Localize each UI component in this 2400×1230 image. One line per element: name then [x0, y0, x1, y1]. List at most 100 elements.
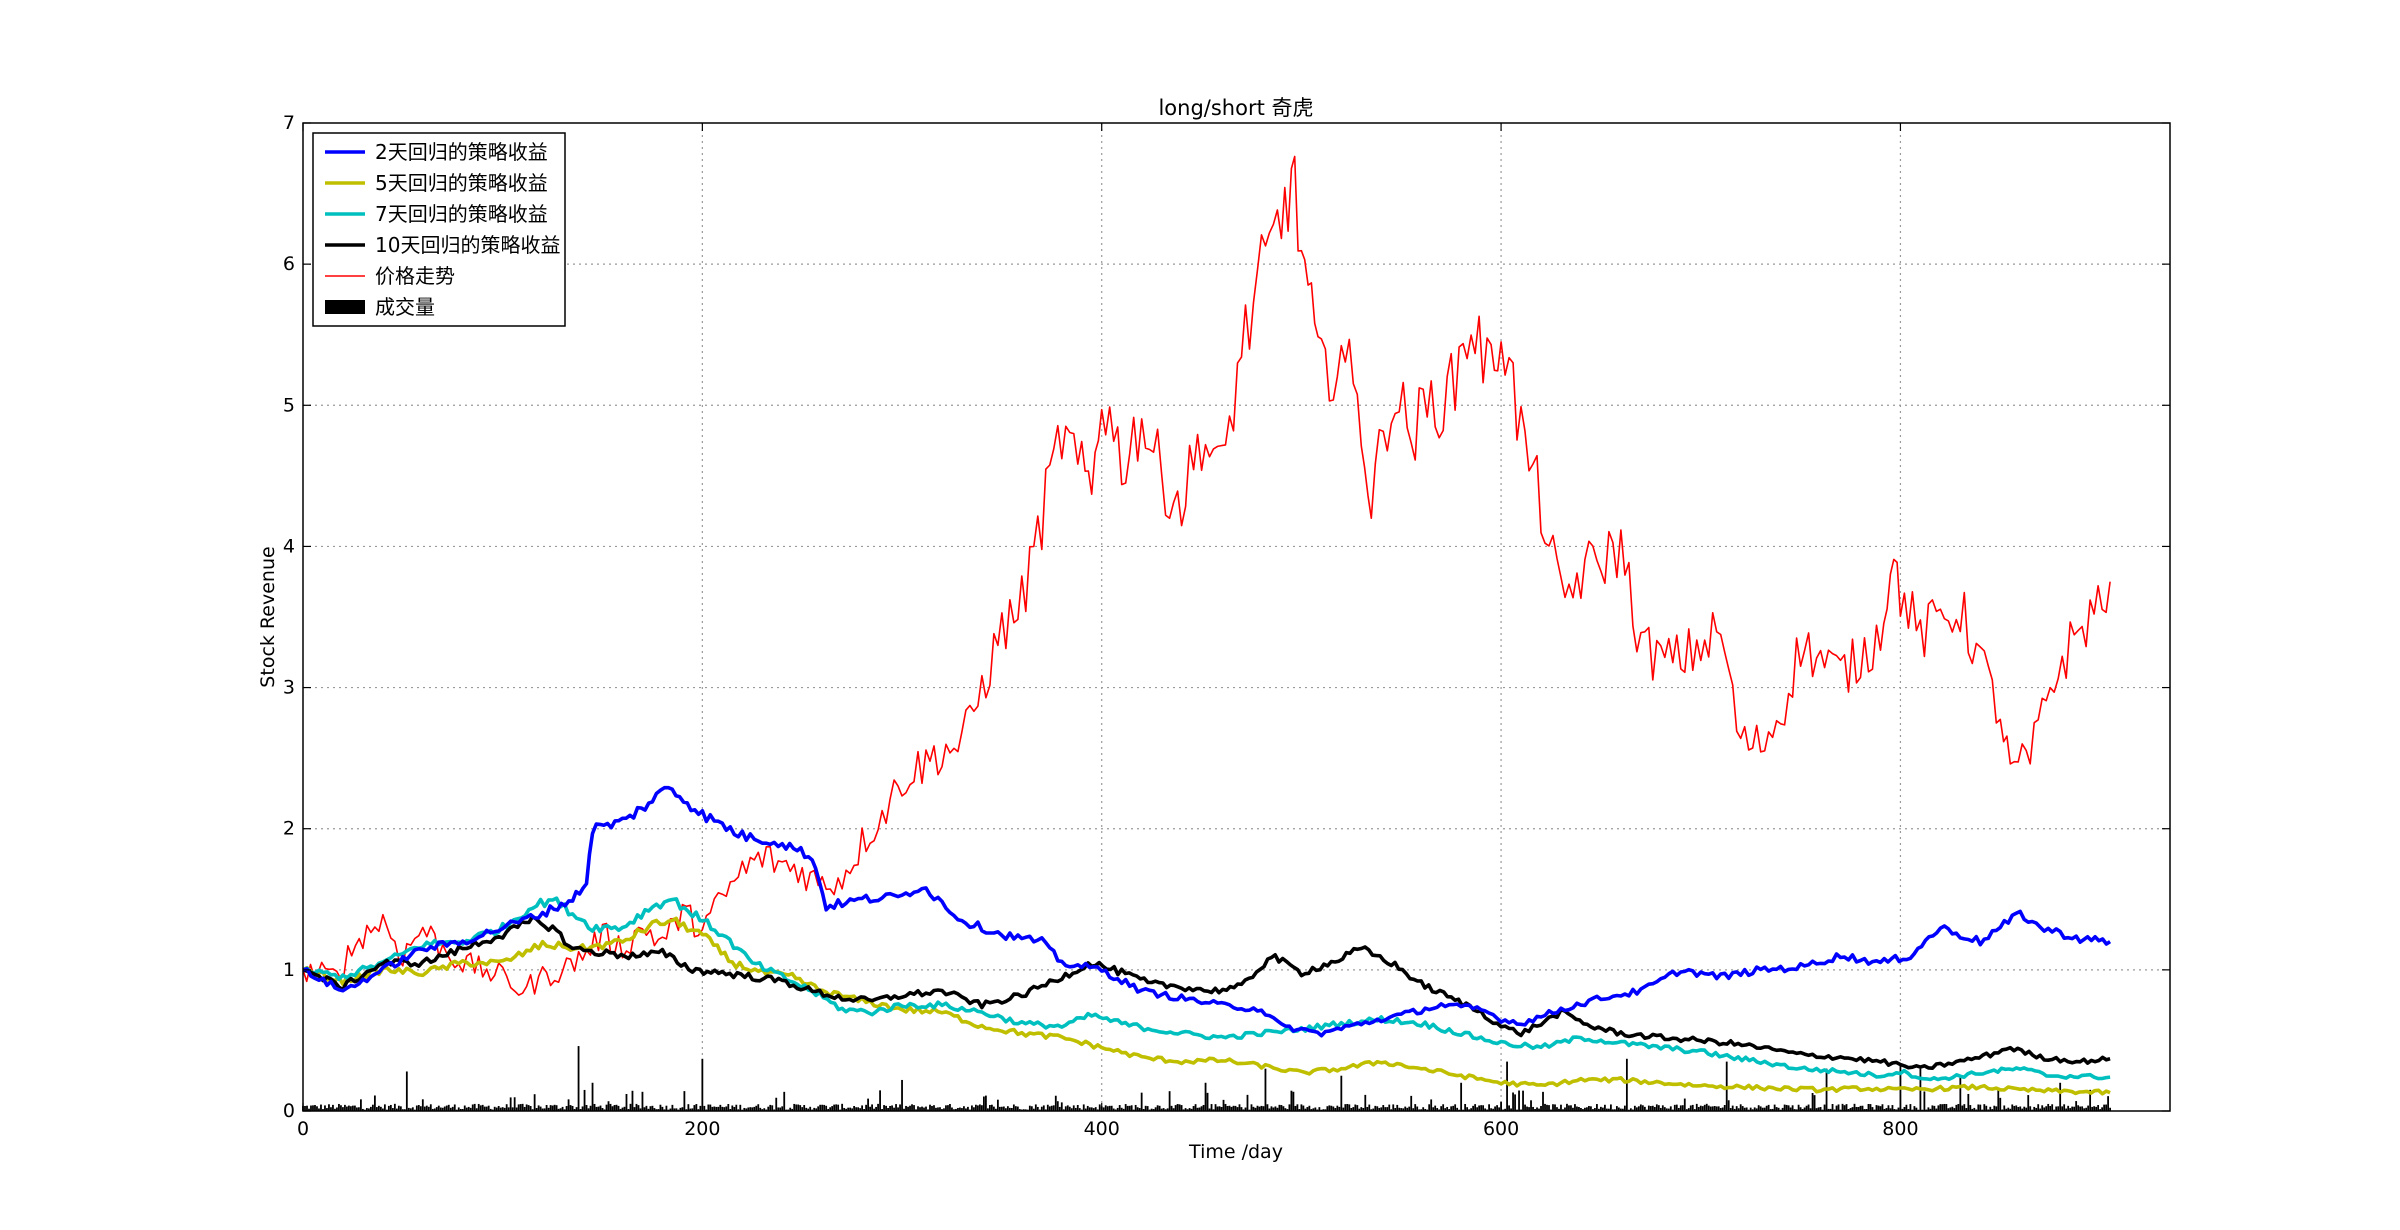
volume-bar: [527, 1105, 530, 1111]
legend-label: 10天回归的策略收益: [375, 233, 560, 257]
volume-bar: [1949, 1107, 1952, 1111]
volume-bar: [1156, 1105, 1159, 1111]
volume-bar: [411, 1107, 414, 1111]
volume-bar: [493, 1106, 496, 1111]
volume-bar: [1566, 1103, 1568, 1111]
volume-bar: [1074, 1107, 1077, 1111]
volume-bar: [1374, 1105, 1377, 1111]
volume-bar: [763, 1108, 766, 1111]
volume-bar: [1108, 1105, 1111, 1111]
volume-bar: [1102, 1107, 1105, 1111]
volume-bar: [631, 1090, 634, 1111]
volume-bar: [1633, 1105, 1636, 1111]
volume-bar: [607, 1101, 610, 1111]
volume-bar: [1424, 1108, 1427, 1111]
volume-bar: [1088, 1107, 1091, 1111]
volume-bar: [1372, 1108, 1375, 1111]
legend-box: [312, 132, 566, 327]
volume-bar: [583, 1089, 586, 1111]
volume-bar: [555, 1105, 558, 1111]
volume-bar: [515, 1107, 518, 1111]
volume-bar: [1120, 1107, 1123, 1111]
volume-bar: [629, 1103, 632, 1111]
volume-bar: [2061, 1106, 2064, 1111]
volume-bar: [1408, 1106, 1411, 1111]
volume-bar: [1721, 1107, 1724, 1111]
volume-bar: [1903, 1106, 1906, 1111]
volume-bar: [675, 1108, 678, 1111]
volume-bar: [1166, 1108, 1169, 1111]
volume-bar: [919, 1107, 921, 1111]
volume-bar: [1136, 1107, 1139, 1111]
volume-bar: [1679, 1105, 1682, 1111]
volume-bar: [1392, 1104, 1395, 1111]
volume-bar: [397, 1105, 400, 1111]
volume-bar: [1170, 1105, 1173, 1111]
volume-bar: [1600, 1106, 1602, 1111]
volume-bar: [965, 1108, 967, 1111]
volume-bar: [1098, 1104, 1101, 1111]
volume-bar: [1869, 1104, 1872, 1111]
y-tick-label: 7: [283, 112, 295, 134]
volume-bar: [1412, 1108, 1415, 1111]
volume-bar: [1186, 1109, 1189, 1111]
volume-bar: [2007, 1107, 2010, 1111]
volume-bar: [1266, 1104, 1269, 1111]
volume-bar: [1771, 1108, 1774, 1111]
volume-bar: [1815, 1108, 1818, 1111]
volume-bar: [467, 1106, 470, 1111]
volume-bar: [1526, 1106, 1528, 1111]
volume-bar: [663, 1109, 666, 1111]
volume-bar: [1430, 1099, 1433, 1111]
volume-bar: [2079, 1106, 2082, 1111]
volume-bar: [1709, 1106, 1712, 1111]
volume-bar: [1617, 1107, 1620, 1111]
volume-bar: [1651, 1105, 1654, 1111]
volume-bar: [1803, 1107, 1806, 1111]
volume-bar: [1442, 1104, 1445, 1111]
volume-bar: [727, 1104, 730, 1111]
volume-bar: [565, 1106, 568, 1111]
volume-bar: [1164, 1109, 1167, 1111]
volume-bar: [1222, 1099, 1225, 1111]
volume-bar: [1380, 1107, 1383, 1111]
volume-bar: [551, 1105, 554, 1111]
volume-bar: [1801, 1109, 1804, 1111]
volume-bar: [473, 1103, 476, 1111]
volume-bar: [1150, 1108, 1153, 1111]
volume-bar: [759, 1107, 762, 1111]
volume-bar: [865, 1104, 867, 1111]
volume-bar: [1767, 1104, 1770, 1111]
volume-bar: [1739, 1104, 1742, 1111]
volume-bar: [1847, 1109, 1850, 1111]
volume-bar: [2015, 1105, 2018, 1111]
volume-bar: [1590, 1106, 1592, 1111]
volume-bar: [665, 1105, 668, 1111]
volume-bar: [1326, 1106, 1329, 1111]
volume-bar: [1707, 1105, 1710, 1111]
volume-bar: [1056, 1101, 1059, 1111]
volume-bar: [1811, 1093, 1814, 1111]
volume-bar: [1402, 1108, 1405, 1111]
volume-bar: [1128, 1105, 1131, 1111]
volume-bar: [497, 1106, 500, 1111]
volume-bar: [879, 1090, 881, 1111]
volume-bar: [887, 1108, 889, 1111]
volume-bar: [1681, 1105, 1684, 1111]
volume-bar: [605, 1104, 608, 1111]
volume-bar: [1450, 1106, 1453, 1111]
volume-bar: [1833, 1109, 1836, 1111]
volume-bar: [715, 1106, 718, 1111]
volume-bar: [1124, 1104, 1127, 1111]
volume-bar: [2013, 1105, 2016, 1111]
volume-bar: [731, 1105, 734, 1111]
volume-bar: [1196, 1107, 1199, 1111]
volume-bar: [447, 1104, 450, 1111]
volume-bar: [1512, 1092, 1514, 1111]
volume-bar: [2033, 1106, 2036, 1111]
volume-bar: [771, 1105, 774, 1111]
volume-bar: [328, 1104, 330, 1111]
volume-bar: [681, 1107, 684, 1111]
volume-bar: [2029, 1106, 2032, 1111]
volume-bar: [1382, 1105, 1385, 1111]
